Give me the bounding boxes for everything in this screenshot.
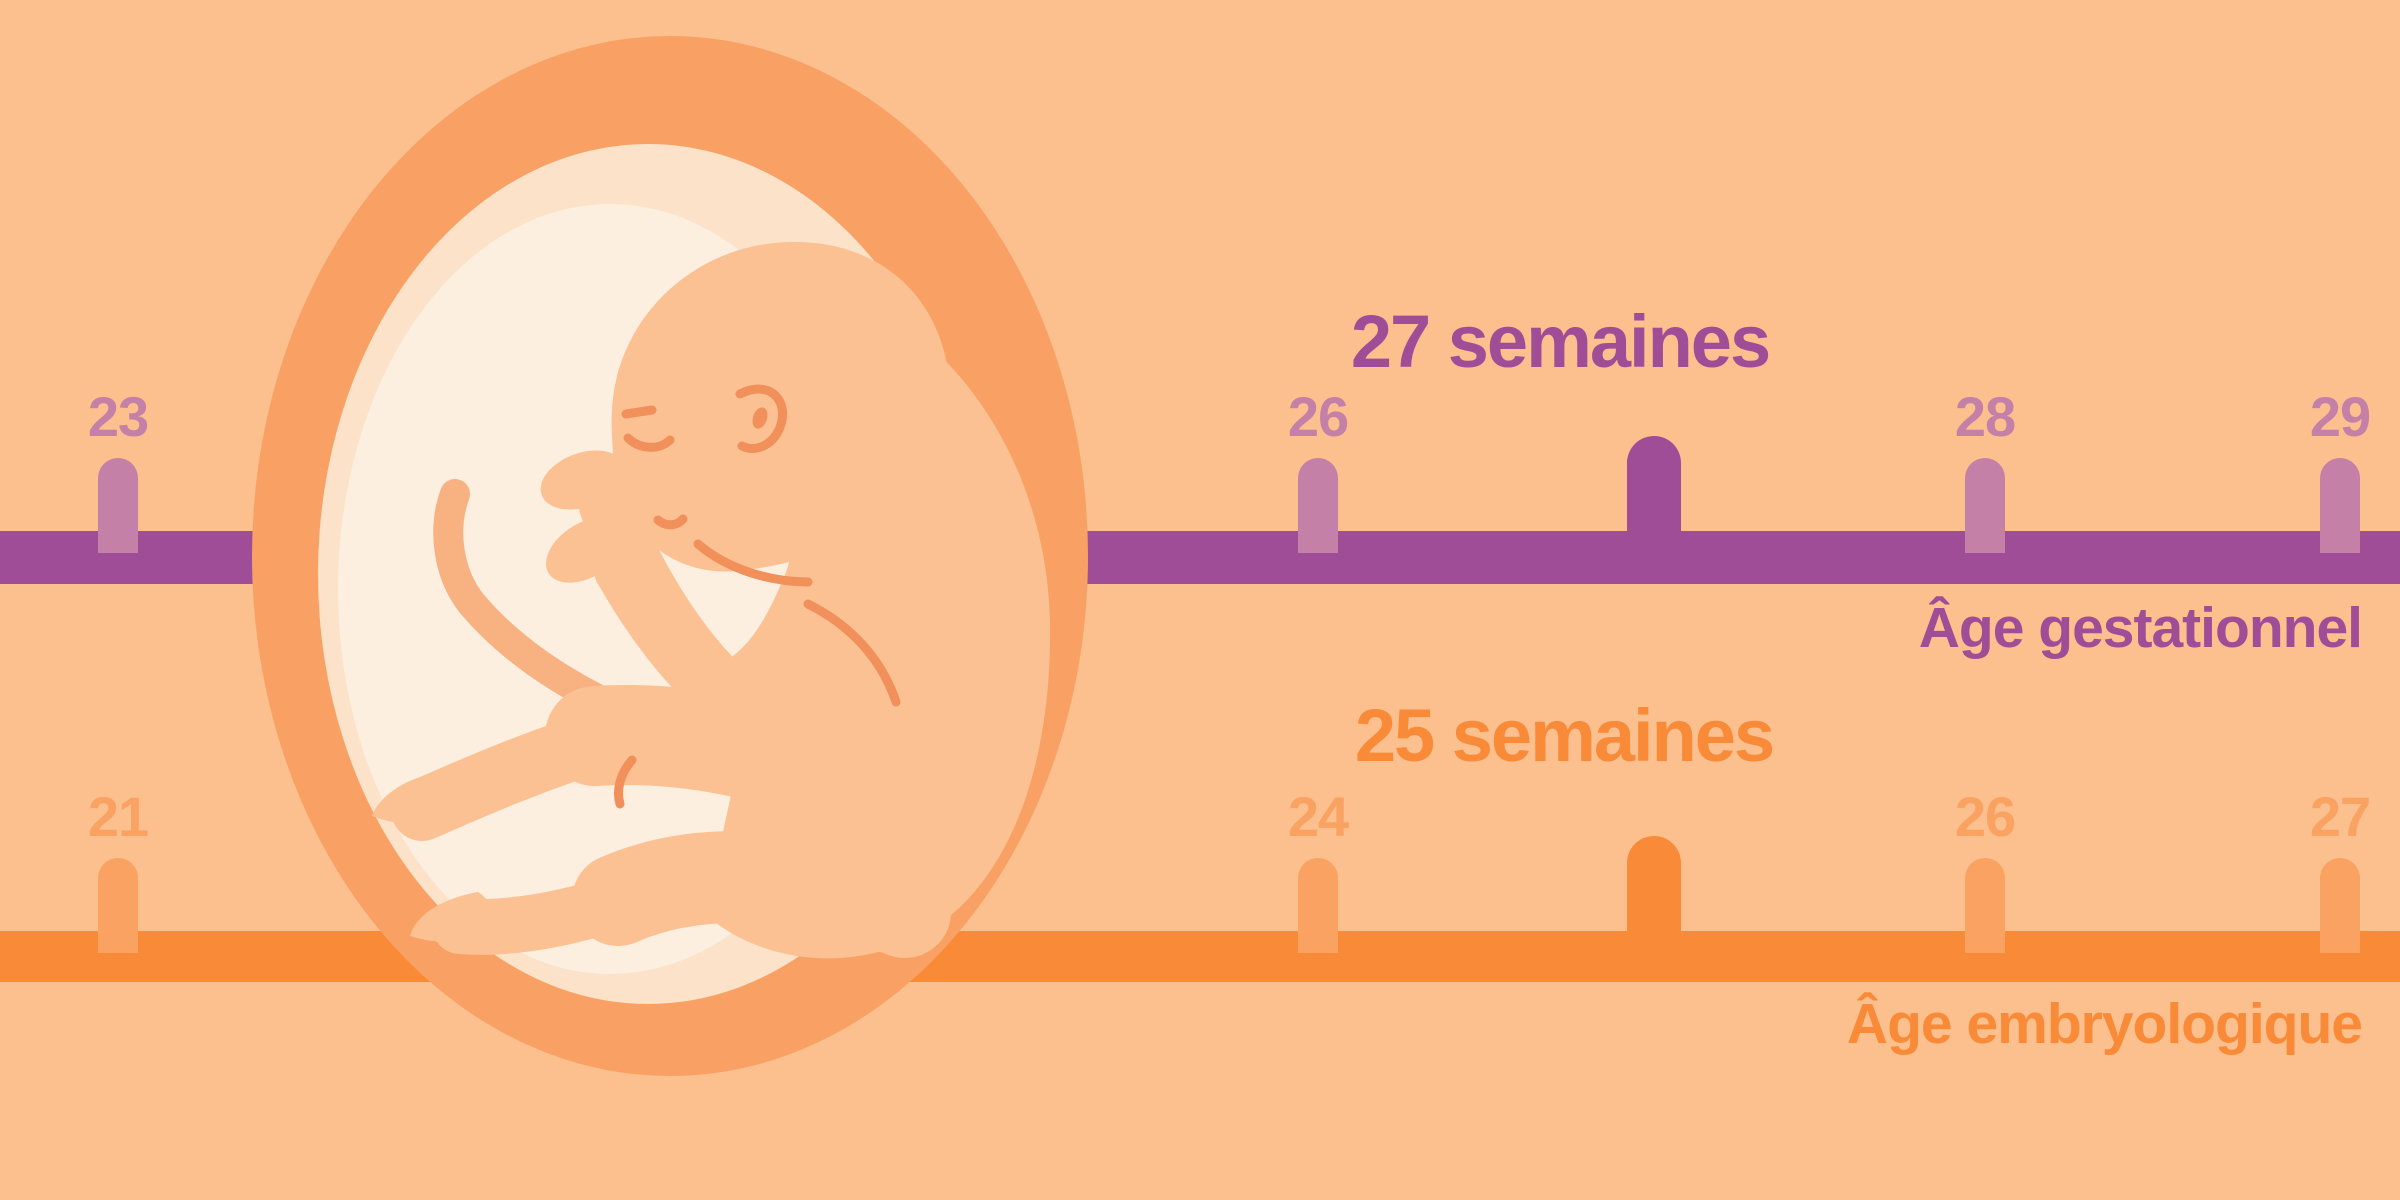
jaw-line — [693, 539, 813, 587]
tick-week-27 — [2320, 858, 2360, 953]
tick-week-28 — [1965, 458, 2005, 553]
tick-week-29 — [2320, 458, 2360, 553]
mouth-line — [653, 514, 688, 530]
shoulder-line — [803, 599, 901, 707]
tick-week-label-27: 27 — [2309, 785, 2371, 848]
tick-week-label-24: 24 — [1287, 785, 1349, 848]
fetus-face-details — [614, 384, 901, 809]
tick-week-label-21: 21 — [87, 785, 149, 848]
fetus-body — [372, 241, 1051, 959]
tick-week-label-26: 26 — [1954, 785, 2016, 848]
tick-week-21 — [98, 858, 138, 953]
tick-week-24 — [1298, 858, 1338, 953]
tick-week-label-29: 29 — [2309, 385, 2371, 448]
tick-week-label-26: 26 — [1287, 385, 1349, 448]
tick-week-label-23: 23 — [87, 385, 149, 448]
fetus-foot — [410, 892, 502, 942]
tick-week-26 — [1965, 858, 2005, 953]
fetus-illustration — [252, 36, 1088, 1076]
fetus-hand — [546, 517, 626, 583]
fetus-hand — [540, 450, 626, 510]
closed-eye-line — [623, 433, 675, 452]
tick-week-label-28: 28 — [1954, 385, 2016, 448]
brow-line — [621, 405, 657, 419]
tick-week-27-current — [1627, 436, 1681, 554]
embryological-week-title: 25 semaines — [1354, 694, 1775, 777]
tick-week-23 — [98, 458, 138, 553]
tick-week-26 — [1298, 458, 1338, 553]
gestational-axis-label: Âge gestationnel — [1918, 596, 2363, 660]
ear-line — [735, 384, 788, 453]
gestational-week-title: 27 semaines — [1350, 300, 1771, 383]
knee-line — [614, 755, 637, 809]
tick-week-25-current — [1627, 836, 1681, 954]
inner-ear-dot — [752, 407, 768, 429]
fetus-foot — [372, 772, 470, 824]
embryological-axis-label: Âge embryologique — [1846, 992, 2363, 1056]
